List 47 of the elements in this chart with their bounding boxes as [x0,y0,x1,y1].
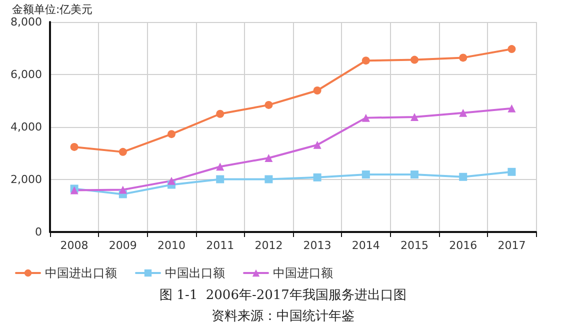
point [313,140,322,149]
y-tick-label: 2,000 [10,173,42,186]
point [118,186,127,194]
point [264,175,273,184]
point [118,148,127,156]
point [168,176,176,185]
x-tick-label: 2014 [352,239,380,252]
y-tick-label: 8,000 [10,16,42,28]
point [216,175,224,184]
x-tick-label: 2009 [108,239,137,252]
point [313,86,322,95]
point [410,56,418,64]
point [362,114,370,122]
x-tick-label: 2010 [158,239,186,252]
legend-label: 中国出口额 [165,266,225,280]
y-tick-label: 0 [35,226,42,238]
legend-label: 中国进口额 [273,266,333,280]
x-tick-label: 2015 [400,239,428,252]
point [362,170,370,179]
text: 图 1-1 2006年-2017年我国服务进出口图 [160,288,406,303]
point [410,170,418,179]
text: 资料来源：中国统计年鉴 [212,309,354,324]
point [508,168,516,176]
point [264,100,273,109]
point [70,142,78,151]
y-axis-title: 金额单位:亿美元 [12,3,93,16]
point [459,172,468,181]
point [216,162,224,171]
x-tick-label: 2011 [206,239,234,252]
legend-label: 中国进出口额 [45,266,117,280]
point [459,54,468,62]
point [168,130,176,138]
point [508,104,516,112]
point [459,108,468,117]
x-tick-label: 2008 [60,239,88,252]
point [362,56,370,65]
y-tick-label: 6,000 [10,68,42,81]
point [313,173,322,182]
point [264,154,273,162]
x-tick-label: 2012 [254,239,283,252]
x-tick-label: 2017 [498,239,526,252]
y-tick-label: 4,000 [10,120,42,134]
x-tick-label: 2013 [303,239,332,252]
x-tick-label: 2016 [449,239,478,252]
point [410,113,418,122]
point [508,45,516,54]
point [216,110,224,118]
